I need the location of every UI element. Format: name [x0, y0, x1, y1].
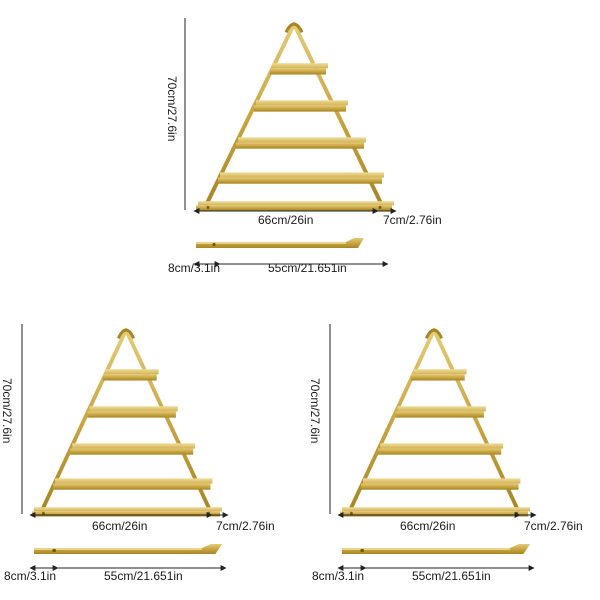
width-label: 66cm/26in	[258, 213, 313, 227]
depth-label: 7cm/2.76in	[383, 213, 442, 227]
figure-top: 70cm/27.6in 66cm/26in 7cm/2.76in 8cm/3.1…	[150, 10, 470, 280]
hook-label: 8cm/3.1in	[168, 261, 220, 275]
depth-label: 7cm/2.76in	[216, 519, 275, 533]
figure-bottom-right-svg: 70cm/27.6in 66cm/26in 7cm/2.76in 8cm/3.1…	[308, 324, 583, 583]
figure-top-svg: 70cm/27.6in 66cm/26in 7cm/2.76in 8cm/3.1…	[165, 18, 442, 275]
height-label: 70cm/27.6in	[165, 76, 179, 141]
height-label: 70cm/27.6in	[0, 378, 14, 443]
hook-label: 8cm/3.1in	[312, 569, 364, 583]
pyramid-shelf	[340, 330, 530, 516]
hook-label: 8cm/3.1in	[4, 569, 56, 583]
bar-label: 55cm/21.651in	[412, 569, 491, 583]
figure-bottom-right: 70cm/27.6in 66cm/26in 7cm/2.76in 8cm/3.1…	[308, 318, 600, 588]
width-label: 66cm/26in	[92, 519, 147, 533]
pyramid-shelf	[32, 330, 222, 516]
wall-bar	[342, 544, 531, 554]
width-label: 66cm/26in	[400, 519, 455, 533]
bar-label: 55cm/21.651in	[268, 261, 347, 275]
pyramid-shelf	[196, 24, 394, 210]
wall-bar	[196, 238, 364, 248]
depth-label: 7cm/2.76in	[524, 519, 583, 533]
bar-label: 55cm/21.651in	[104, 569, 183, 583]
figure-bottom-left: 70cm/27.6in 66cm/26in 7cm/2.76in 8cm/3.1…	[0, 318, 300, 588]
height-label: 70cm/27.6in	[308, 378, 322, 443]
figure-bottom-left-svg: 70cm/27.6in 66cm/26in 7cm/2.76in 8cm/3.1…	[0, 324, 275, 583]
wall-bar	[34, 544, 223, 554]
